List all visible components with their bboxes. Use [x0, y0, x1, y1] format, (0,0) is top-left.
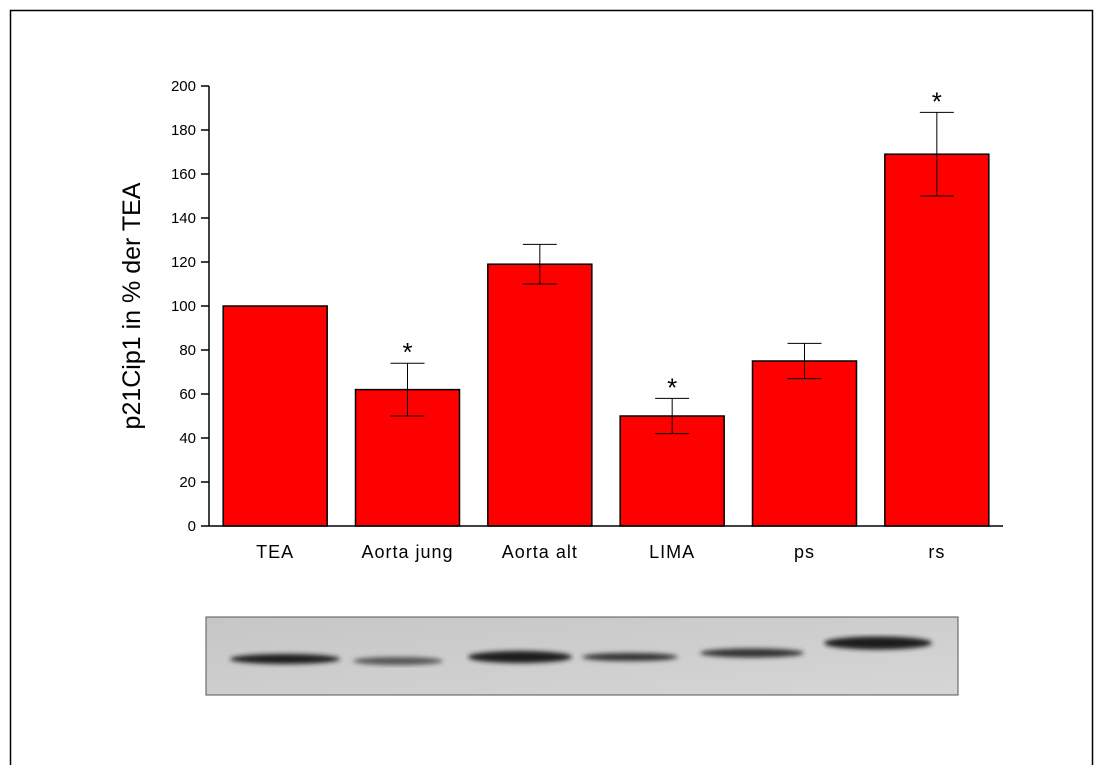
bar: [885, 154, 989, 526]
y-tick-label: 0: [188, 518, 196, 535]
western-blot: [206, 617, 958, 695]
page: {"chart_data": {"type": "bar", "y_label"…: [0, 0, 1103, 765]
x-tick-label: rs: [928, 542, 945, 562]
y-tick-label: 100: [171, 298, 196, 315]
significance-mark: *: [667, 372, 677, 402]
bar: [753, 361, 857, 526]
y-tick-label: 160: [171, 166, 196, 183]
x-tick-label: ps: [794, 542, 815, 562]
y-tick-label: 80: [179, 342, 196, 359]
significance-mark: *: [402, 337, 412, 367]
y-tick-label: 140: [171, 210, 196, 227]
bar: [488, 264, 592, 526]
chart: p21Cip1 in % der TEA 0 20 40 60 80 100 120 140 1…: [0, 0, 1103, 765]
x-tick-label: LIMA: [649, 542, 695, 562]
x-tick-label: Aorta alt: [502, 542, 578, 562]
y-axis-label: p21Cip1 in % der TEA: [118, 182, 146, 429]
x-tick-label: Aorta jung: [361, 542, 453, 562]
x-tick-label: TEA: [256, 542, 294, 562]
significance-mark: *: [932, 86, 942, 116]
bar: [223, 306, 327, 526]
y-tick-label: 180: [171, 122, 196, 139]
y-tick-label: 40: [179, 430, 196, 447]
y-tick-label: 120: [171, 254, 196, 271]
y-tick-label: 60: [179, 386, 196, 403]
y-tick-label: 20: [179, 474, 196, 491]
y-tick-label: 200: [171, 78, 196, 95]
